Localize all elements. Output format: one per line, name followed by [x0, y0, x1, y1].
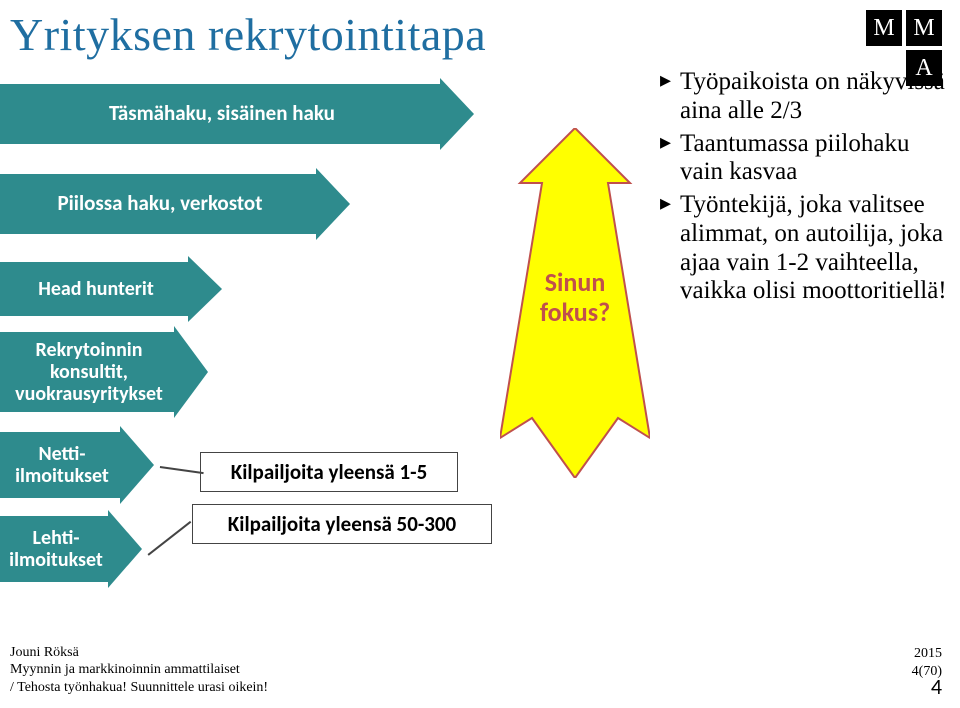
- arrow-body-2: Head hunterit: [0, 262, 188, 316]
- arrow-head-2: [188, 256, 222, 322]
- bullet-text-2: Työntekijä, joka valitsee alimmat, on au…: [680, 191, 950, 306]
- arrow-5: Lehti-ilmoitukset: [0, 516, 142, 582]
- bullet-1: ▸Taantumassa piilohaku vain kasvaa: [660, 130, 950, 188]
- footer-author: Jouni Röksä: [10, 644, 268, 662]
- arrow-label-3: Rekrytoinnin konsultit, vuokrausyritykse…: [12, 339, 166, 405]
- bullet-marker-0: ▸: [660, 68, 680, 126]
- bullet-0: ▸Työpaikoista on näkyvissä aina alle 2/3: [660, 68, 950, 126]
- focus-shape: Sinun fokus?: [500, 128, 650, 478]
- bullet-text-0: Työpaikoista on näkyvissä aina alle 2/3: [680, 68, 950, 126]
- slide-title: Yrityksen rekrytointitapa: [10, 8, 486, 61]
- footer-left: Jouni Röksä Myynnin ja markkinoinnin amm…: [10, 644, 268, 697]
- arrow-body-3: Rekrytoinnin konsultit, vuokrausyritykse…: [0, 332, 174, 412]
- focus-line2: fokus?: [540, 296, 610, 328]
- footer-year: 2015: [912, 645, 942, 663]
- arrow-2: Head hunterit: [0, 262, 222, 316]
- arrow-label-4: Netti-ilmoitukset: [12, 443, 112, 487]
- focus-text: Sinun fokus?: [500, 268, 650, 328]
- arrow-head-5: [108, 510, 142, 588]
- slide: Yrityksen rekrytointitapa M M A Täsmähak…: [0, 0, 960, 708]
- arrow-3: Rekrytoinnin konsultit, vuokrausyritykse…: [0, 332, 208, 412]
- arrow-head-3: [174, 326, 208, 418]
- arrow-body-1: Piilossa haku, verkostot: [0, 174, 316, 234]
- bullet-marker-2: ▸: [660, 191, 680, 306]
- arrow-0: Täsmähaku, sisäinen haku: [0, 84, 474, 144]
- arrow-head-0: [440, 78, 474, 150]
- arrow-body-5: Lehti-ilmoitukset: [0, 516, 108, 582]
- footer-sub: / Tehosta työnhakua! Suunnittele urasi o…: [10, 679, 268, 697]
- arrow-4: Netti-ilmoitukset: [0, 432, 154, 498]
- arrow-head-1: [316, 168, 350, 240]
- page-number: 4: [931, 673, 942, 700]
- callout-0: Kilpailjoita yleensä 1-5: [200, 452, 458, 492]
- bullet-marker-1: ▸: [660, 130, 680, 188]
- arrow-body-4: Netti-ilmoitukset: [0, 432, 120, 498]
- logo-box-m1: M: [866, 10, 902, 46]
- callout-1: Kilpailjoita yleensä 50-300: [192, 504, 492, 544]
- arrow-label-2: Head hunterit: [38, 278, 154, 300]
- footer-org: Myynnin ja markkinoinnin ammattilaiset: [10, 661, 268, 679]
- focus-line1: Sinun: [545, 266, 606, 298]
- bullets: ▸Työpaikoista on näkyvissä aina alle 2/3…: [660, 68, 950, 310]
- arrow-body-0: Täsmähaku, sisäinen haku: [0, 84, 440, 144]
- bullet-text-1: Taantumassa piilohaku vain kasvaa: [680, 130, 950, 188]
- arrow-head-4: [120, 426, 154, 504]
- arrow-label-0: Täsmähaku, sisäinen haku: [109, 102, 335, 125]
- arrow-label-5: Lehti-ilmoitukset: [9, 527, 103, 571]
- logo-box-m2: M: [906, 10, 942, 46]
- arrow-1: Piilossa haku, verkostot: [0, 174, 350, 234]
- bullet-2: ▸Työntekijä, joka valitsee alimmat, on a…: [660, 191, 950, 306]
- arrow-label-1: Piilossa haku, verkostot: [57, 192, 262, 215]
